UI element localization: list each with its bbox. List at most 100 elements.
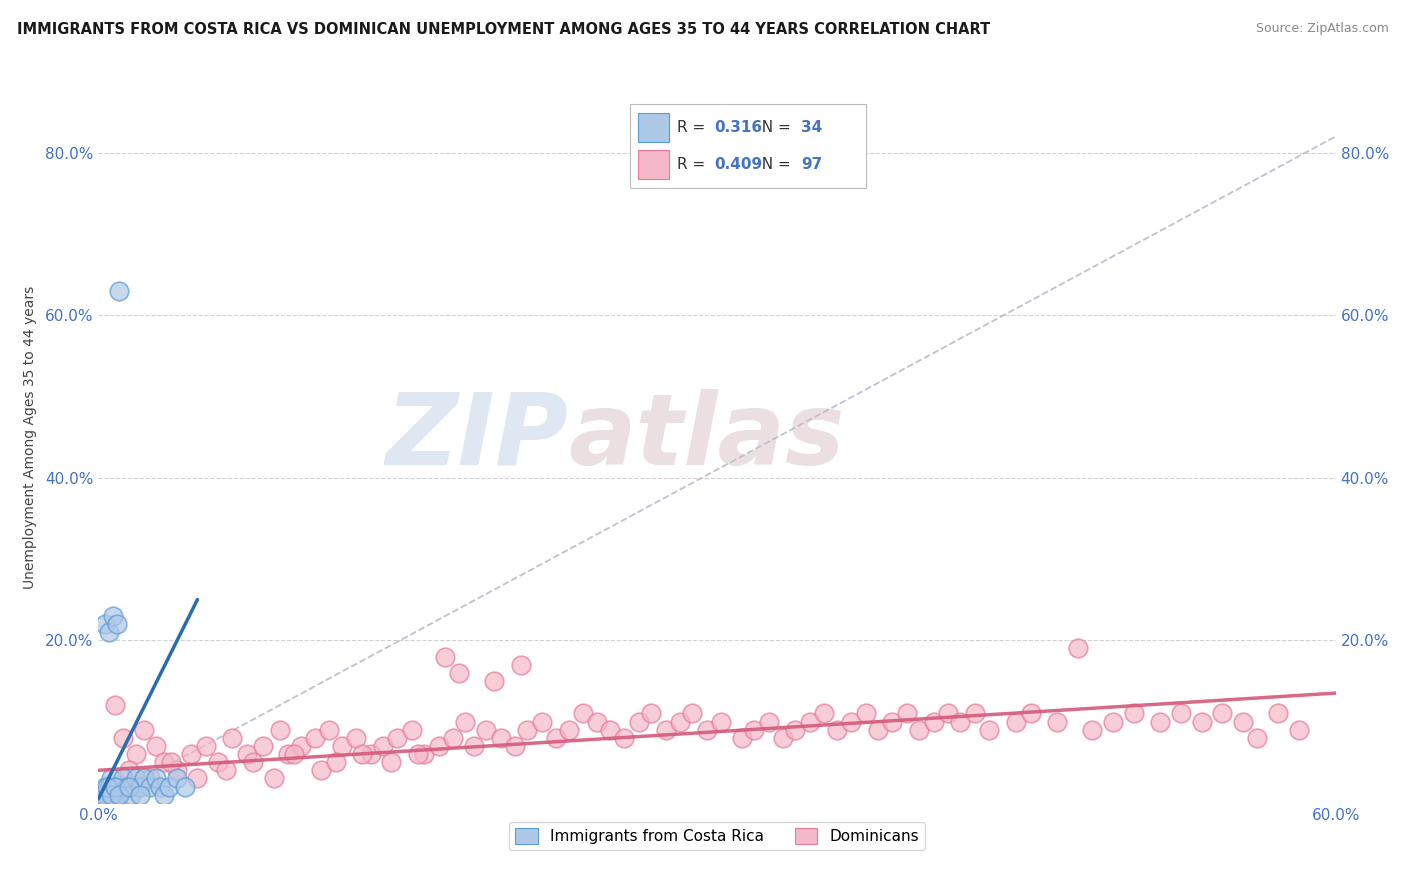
Point <box>120 788 142 802</box>
Legend: Immigrants from Costa Rica, Dominicans: Immigrants from Costa Rica, Dominicans <box>509 822 925 850</box>
Point <box>91 788 114 802</box>
Point <box>252 739 274 753</box>
Point <box>117 780 139 794</box>
Point <box>882 714 904 729</box>
Point <box>309 764 332 778</box>
Point <box>627 714 650 729</box>
Point <box>1149 714 1171 729</box>
Point <box>344 731 367 745</box>
Point <box>128 788 150 802</box>
Point <box>139 780 162 794</box>
Point <box>586 714 609 729</box>
Point <box>406 747 429 761</box>
Point <box>91 788 114 802</box>
Point <box>108 284 131 298</box>
Point <box>613 731 636 745</box>
Text: atlas: atlas <box>568 389 845 485</box>
Point <box>242 755 264 769</box>
Point <box>166 772 188 786</box>
Point <box>97 625 120 640</box>
Point <box>427 739 450 753</box>
Point <box>484 673 506 688</box>
Point <box>572 706 595 721</box>
Point <box>269 723 291 737</box>
Point <box>449 665 471 680</box>
Point <box>112 731 135 745</box>
Point <box>546 731 568 745</box>
Point <box>516 723 538 737</box>
Point <box>387 731 409 745</box>
Point <box>640 706 662 721</box>
Text: R =: R = <box>678 120 710 136</box>
Point <box>105 788 128 802</box>
Text: 0.409: 0.409 <box>714 157 762 172</box>
Point <box>153 755 176 769</box>
Point <box>963 706 986 721</box>
Point <box>454 714 477 729</box>
Point <box>93 617 115 632</box>
Point <box>1191 714 1213 729</box>
Point <box>221 731 243 745</box>
Point <box>825 723 848 737</box>
Point <box>489 731 512 745</box>
Text: 97: 97 <box>801 157 823 172</box>
Text: ZIP: ZIP <box>385 389 568 485</box>
Point <box>105 617 128 632</box>
Point <box>93 780 115 794</box>
Point <box>186 772 208 786</box>
Point <box>112 772 135 786</box>
FancyBboxPatch shape <box>630 104 866 188</box>
Text: IMMIGRANTS FROM COSTA RICA VS DOMINICAN UNEMPLOYMENT AMONG AGES 35 TO 44 YEARS C: IMMIGRANTS FROM COSTA RICA VS DOMINICAN … <box>17 22 990 37</box>
Point <box>710 714 733 729</box>
Point <box>1081 723 1104 737</box>
Point <box>1019 706 1042 721</box>
Point <box>100 772 122 786</box>
Point <box>108 788 131 802</box>
Point <box>145 739 167 753</box>
Point <box>304 731 326 745</box>
Point <box>758 714 780 729</box>
Point <box>124 747 146 761</box>
Point <box>352 747 374 761</box>
Point <box>100 788 122 802</box>
Text: N =: N = <box>752 157 796 172</box>
Point <box>290 739 312 753</box>
Point <box>360 747 382 761</box>
Point <box>1211 706 1233 721</box>
Point <box>101 788 124 802</box>
Point <box>654 723 676 737</box>
Point <box>557 723 579 737</box>
Point <box>325 755 347 769</box>
Text: 34: 34 <box>801 120 823 136</box>
Point <box>263 772 285 786</box>
Point <box>139 772 162 786</box>
Point <box>283 747 305 761</box>
Text: Source: ZipAtlas.com: Source: ZipAtlas.com <box>1256 22 1389 36</box>
Y-axis label: Unemployment Among Ages 35 to 44 years: Unemployment Among Ages 35 to 44 years <box>22 285 37 589</box>
Point <box>145 772 167 786</box>
Point <box>866 723 889 737</box>
Point <box>696 723 718 737</box>
Point <box>785 723 807 737</box>
Point <box>1046 714 1069 729</box>
Point <box>118 780 141 794</box>
Point <box>380 755 402 769</box>
Point <box>1102 714 1125 729</box>
Point <box>742 723 765 737</box>
Point <box>731 731 754 745</box>
Point <box>97 780 120 794</box>
Text: 0.316: 0.316 <box>714 120 762 136</box>
Point <box>463 739 485 753</box>
Point <box>157 780 180 794</box>
Point <box>669 714 692 729</box>
Point <box>104 780 127 794</box>
Point <box>855 706 877 721</box>
Point <box>277 747 299 761</box>
Point <box>104 698 127 713</box>
Point <box>908 723 931 737</box>
Point <box>318 723 340 737</box>
Point <box>149 780 172 794</box>
Point <box>475 723 498 737</box>
Point <box>839 714 862 729</box>
Point <box>96 780 118 794</box>
